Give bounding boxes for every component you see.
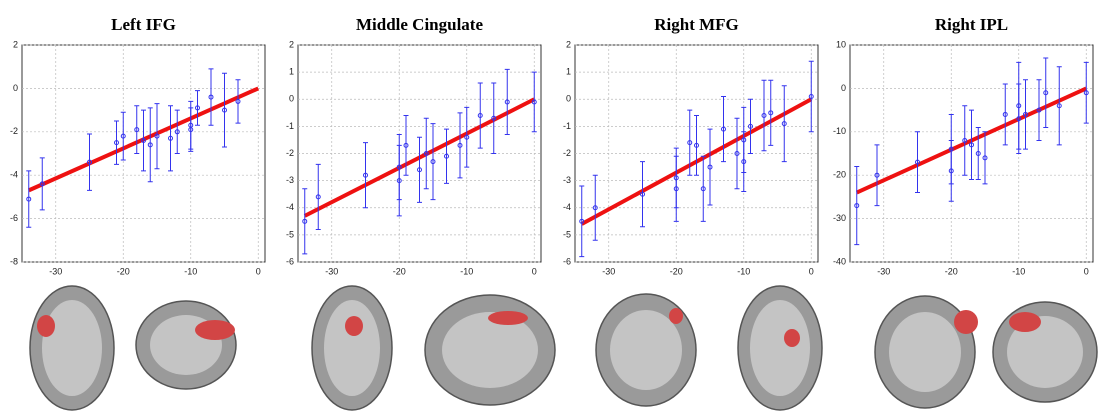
x-tick-label: 0 [256,266,261,276]
activation [345,316,363,336]
y-tick-label: -1 [286,121,294,131]
x-tick-label: -20 [393,266,406,276]
activation [954,310,978,334]
y-tick-label: -40 [833,256,846,266]
y-tick-label: 1 [566,67,571,77]
brain-inner [750,300,810,396]
y-tick-label: -30 [833,213,846,223]
y-tick-label: -6 [10,213,18,223]
y-tick-label: 2 [13,39,18,49]
x-tick-label: -30 [602,266,615,276]
y-tick-label: 0 [289,94,294,104]
x-tick-label: -20 [945,266,958,276]
activation [37,315,55,337]
activation [669,308,683,324]
activation [784,329,800,347]
x-tick-label: -10 [1012,266,1025,276]
y-tick-label: -1 [563,121,571,131]
y-tick-label: -4 [10,170,18,180]
y-tick-label: -4 [563,202,571,212]
chart-title: Right IPL [935,15,1008,34]
activation [488,311,528,325]
y-tick-label: -6 [286,256,294,266]
x-tick-label: -10 [184,266,197,276]
y-tick-label: 0 [13,83,18,93]
chart-title: Left IFG [111,15,176,34]
y-tick-label: -3 [286,175,294,185]
y-tick-label: -2 [563,148,571,158]
brain-inner [442,312,538,388]
x-tick-label: -10 [460,266,473,276]
y-tick-label: 1 [289,67,294,77]
y-tick-label: 2 [289,39,294,49]
y-tick-label: 0 [841,83,846,93]
y-tick-label: -2 [10,126,18,136]
x-tick-label: -10 [737,266,750,276]
x-tick-label: -20 [117,266,130,276]
y-tick-label: 10 [836,39,846,49]
y-tick-label: -2 [286,148,294,158]
x-tick-label: -30 [49,266,62,276]
x-tick-label: -20 [670,266,683,276]
x-tick-label: 0 [532,266,537,276]
y-tick-label: -20 [833,170,846,180]
activation [1009,312,1041,332]
x-tick-label: -30 [877,266,890,276]
figure: Left IFG-8-6-4-202-30-20-100Middle Cingu… [0,0,1100,416]
y-tick-label: -5 [286,229,294,239]
brain-inner [889,312,961,392]
y-tick-label: -5 [563,229,571,239]
y-tick-label: 2 [566,39,571,49]
chart-title: Middle Cingulate [356,15,483,34]
brain-inner [610,310,682,390]
x-tick-label: 0 [809,266,814,276]
y-tick-label: -4 [286,202,294,212]
brain-images [30,286,1097,410]
y-tick-label: -10 [833,126,846,136]
y-tick-label: 0 [566,94,571,104]
y-tick-label: -3 [563,175,571,185]
activation [195,320,235,340]
chart-title: Right MFG [654,15,739,34]
y-tick-label: -8 [10,256,18,266]
y-tick-label: -6 [563,256,571,266]
x-tick-label: 0 [1084,266,1089,276]
x-tick-label: -30 [325,266,338,276]
brain-inner [42,300,102,396]
brain-inner [324,300,380,396]
